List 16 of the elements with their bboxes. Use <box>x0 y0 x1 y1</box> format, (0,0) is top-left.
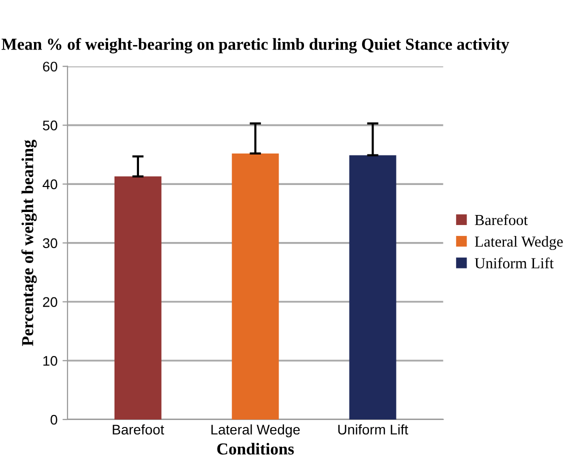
y-tick-label: 50 <box>42 120 58 130</box>
legend-label: Barefoot <box>474 214 528 226</box>
y-tick-label: 40 <box>42 179 58 190</box>
y-axis-title: Percentage of weight bearing <box>21 140 37 346</box>
y-tick-label: 0 <box>50 414 58 425</box>
chart-title: Mean % of weight-bearing on paretic limb during Quiet Stance activity <box>2 38 510 54</box>
y-tick-label: 20 <box>43 297 58 307</box>
y-tick-label: 10 <box>43 356 58 366</box>
x-tick-label: Lateral Wedge <box>211 424 300 438</box>
y-tick-label: 30 <box>42 238 58 248</box>
x-tick-label: Uniform Lift <box>338 424 408 435</box>
y-tick-label: 60 <box>43 62 58 72</box>
legend-label: Uniform Lift <box>474 257 554 268</box>
legend-label: Lateral Wedge <box>474 236 563 250</box>
x-axis-title: Conditions <box>217 442 294 455</box>
x-tick-label: Barefoot <box>112 424 164 435</box>
